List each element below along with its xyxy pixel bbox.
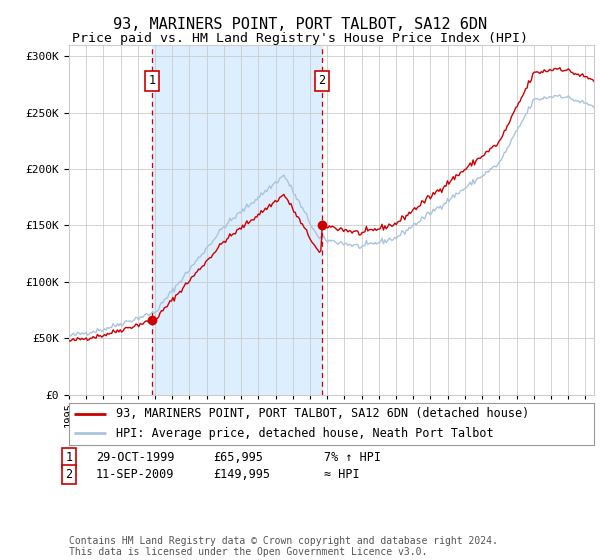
Text: 7% ↑ HPI: 7% ↑ HPI: [324, 451, 381, 464]
Text: 1: 1: [149, 74, 156, 87]
Text: 93, MARINERS POINT, PORT TALBOT, SA12 6DN (detached house): 93, MARINERS POINT, PORT TALBOT, SA12 6D…: [116, 407, 530, 420]
Text: £149,995: £149,995: [213, 468, 270, 481]
Text: ≈ HPI: ≈ HPI: [324, 468, 359, 481]
Text: 2: 2: [65, 468, 73, 481]
Text: 29-OCT-1999: 29-OCT-1999: [96, 451, 175, 464]
Text: 1: 1: [65, 451, 73, 464]
Text: Contains HM Land Registry data © Crown copyright and database right 2024.
This d: Contains HM Land Registry data © Crown c…: [69, 535, 498, 557]
Text: HPI: Average price, detached house, Neath Port Talbot: HPI: Average price, detached house, Neat…: [116, 427, 494, 440]
Text: 2: 2: [319, 74, 326, 87]
Bar: [152, 45, 322, 395]
Text: 11-SEP-2009: 11-SEP-2009: [96, 468, 175, 481]
Text: £65,995: £65,995: [213, 451, 263, 464]
Text: Price paid vs. HM Land Registry's House Price Index (HPI): Price paid vs. HM Land Registry's House …: [72, 32, 528, 45]
Text: 93, MARINERS POINT, PORT TALBOT, SA12 6DN: 93, MARINERS POINT, PORT TALBOT, SA12 6D…: [113, 17, 487, 32]
